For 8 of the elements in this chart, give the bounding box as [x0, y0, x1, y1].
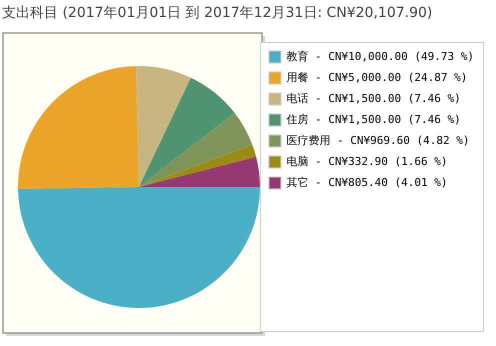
legend-label: 住房 - CN¥1,500.00 (7.46 %) — [286, 112, 461, 126]
legend-label: 用餐 - CN¥5,000.00 (24.87 %) — [286, 70, 468, 84]
legend-label: 电话 - CN¥1,500.00 (7.46 %) — [286, 92, 461, 105]
legend-label: 教育 - CN¥10,000.00 (49.73 %) — [286, 50, 474, 63]
legend-label: 医疗费用 - CN¥969.60 (4.82 %) — [286, 134, 470, 147]
legend-label: 其它 - CN¥805.40 (4.01 %) — [286, 176, 448, 189]
chart-title: 支出科目 (2017年01月01日 到 2017年12月31日: CN¥20,107.90) — [1, 4, 434, 23]
legend-label: 电脑 - CN¥332.90 (1.66 %) — [286, 154, 448, 168]
